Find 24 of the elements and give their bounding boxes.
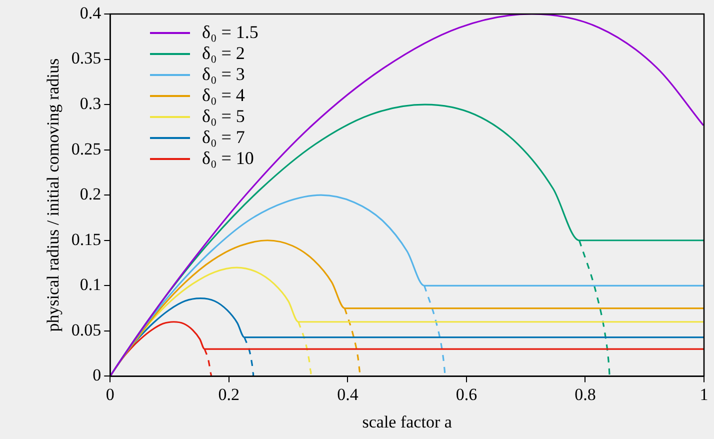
legend-label: δ₀ = 1.5 [202, 22, 258, 43]
legend-label: δ₀ = 4 [202, 85, 245, 106]
x-tick-label: 0.8 [574, 384, 596, 404]
x-axis-title: scale factor a [362, 412, 452, 432]
x-tick-label: 0.2 [218, 384, 240, 404]
x-tick-label: 0 [106, 384, 114, 404]
legend-label: δ₀ = 3 [202, 64, 245, 85]
y-tick-label: 0.35 [71, 48, 102, 68]
y-tick-label: 0.3 [80, 94, 102, 114]
x-tick-label: 0.4 [337, 384, 359, 404]
legend-label: δ₀ = 10 [202, 148, 254, 169]
y-axis-title: physical radius / initial comoving radius [44, 58, 63, 332]
y-tick-label: 0.15 [71, 230, 102, 249]
y-tick-label: 0.1 [80, 275, 102, 294]
legend-label: δ₀ = 2 [202, 43, 245, 64]
x-tick-label: 1 [700, 384, 708, 404]
x-tick-label: 0.6 [456, 384, 478, 404]
y-tick-label: 0.25 [71, 139, 102, 158]
y-tick-label: 0.2 [80, 184, 102, 204]
y-tick-label: 0.05 [71, 320, 102, 340]
y-tick-label: 0 [92, 366, 102, 385]
legend-label: δ₀ = 7 [202, 127, 245, 148]
y-tick-label: 0.4 [80, 3, 102, 22]
legend-label: δ₀ = 5 [202, 106, 245, 127]
